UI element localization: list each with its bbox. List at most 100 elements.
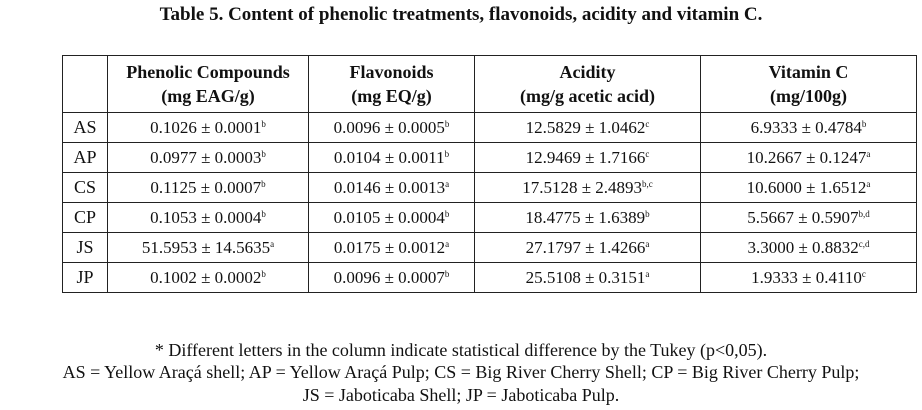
cell-value: 10.2667 ± 0.1247 <box>746 147 867 167</box>
table-cell: 0.1026 ± 0.0001b <box>107 112 309 143</box>
table-cell: 10.6000 ± 1.6512a <box>700 172 917 203</box>
significance-letter: a <box>866 148 871 159</box>
table-cell: 12.9469 ± 1.7166c <box>474 142 701 173</box>
table-row: CS 0.1125 ± 0.0007b 0.0146 ± 0.0013a 17.… <box>62 172 917 203</box>
cell-value: 18.4775 ± 1.6389 <box>525 207 646 227</box>
footnote-significance: * Different letters in the column indica… <box>154 340 768 360</box>
results-table: Phenolic Compounds (mg EAG/g) Flavonoids… <box>62 55 917 293</box>
column-header-acidity: Acidity (mg/g acetic acid) <box>474 55 701 113</box>
table-row: CP 0.1053 ± 0.0004b 0.0105 ± 0.0004b 18.… <box>62 202 917 233</box>
cell-value: 0.1002 ± 0.0002 <box>150 267 262 287</box>
cell-value: 1.9333 ± 0.4110 <box>751 267 862 287</box>
cell-value: 51.5953 ± 14.5635 <box>141 237 271 257</box>
header-line: Flavonoids <box>349 62 434 82</box>
cell-value: 0.0104 ± 0.0011 <box>333 147 445 167</box>
header-unit: (mg/g acetic acid) <box>520 86 655 106</box>
cell-value: 0.1053 ± 0.0004 <box>150 207 262 227</box>
significance-letter: a <box>445 178 450 189</box>
column-header-flavonoids: Flavonoids (mg EQ/g) <box>308 55 475 113</box>
table-cell: 3.3000 ± 0.8832c,d <box>700 232 917 263</box>
table-cell: 5.5667 ± 0.5907b,d <box>700 202 917 233</box>
table-cell: 0.1125 ± 0.0007b <box>107 172 309 203</box>
significance-letter: b <box>444 118 450 129</box>
header-unit: (mg EQ/g) <box>351 86 432 106</box>
significance-letter: a <box>645 238 650 249</box>
row-label: CS <box>62 172 108 203</box>
significance-letter: b <box>261 208 266 219</box>
header-unit: (mg EAG/g) <box>161 86 255 106</box>
significance-letter: c <box>645 118 650 129</box>
significance-letter: b <box>645 208 650 219</box>
cell-value: 3.3000 ± 0.8832 <box>747 237 859 257</box>
cell-value: 6.9333 ± 0.4784 <box>750 117 862 137</box>
table-cell: 18.4775 ± 1.6389b <box>474 202 701 233</box>
cell-value: 10.6000 ± 1.6512 <box>746 177 867 197</box>
header-unit: (mg/100g) <box>770 86 847 106</box>
table-row: AP 0.0977 ± 0.0003b 0.0104 ± 0.0011b 12.… <box>62 142 917 173</box>
significance-letter: b <box>261 118 266 129</box>
table-cell: 6.9333 ± 0.4784b <box>700 112 917 143</box>
column-header-vitamin-c: Vitamin C (mg/100g) <box>700 55 917 113</box>
cell-value: 17.5128 ± 2.4893 <box>522 177 643 197</box>
cell-value: 0.0146 ± 0.0013 <box>333 177 446 197</box>
row-label: JP <box>62 262 108 293</box>
table-cell: 0.0096 ± 0.0007b <box>308 262 475 293</box>
table-cell: 0.0105 ± 0.0004b <box>308 202 475 233</box>
table-cell: 0.1053 ± 0.0004b <box>107 202 309 233</box>
row-label: CP <box>62 202 108 233</box>
significance-letter: a <box>270 238 275 249</box>
cell-value: 0.0175 ± 0.0012 <box>333 237 446 257</box>
header-row: Phenolic Compounds (mg EAG/g) Flavonoids… <box>62 55 917 113</box>
header-line: Acidity <box>559 62 616 82</box>
significance-letter: b <box>261 178 266 189</box>
table-row: JP 0.1002 ± 0.0002b 0.0096 ± 0.0007b 25.… <box>62 262 917 293</box>
significance-letter: b <box>444 268 450 279</box>
row-label: AP <box>62 142 108 173</box>
table-cell: 25.5108 ± 0.3151a <box>474 262 701 293</box>
column-header-phenolic: Phenolic Compounds (mg EAG/g) <box>107 55 309 113</box>
table-cell: 27.1797 ± 1.4266a <box>474 232 701 263</box>
significance-letter: c,d <box>858 238 870 249</box>
significance-letter: b,c <box>642 178 653 189</box>
cell-value: 0.0096 ± 0.0007 <box>333 267 445 287</box>
table-cell: 0.0104 ± 0.0011b <box>308 142 475 173</box>
cell-value: 12.5829 ± 1.0462 <box>525 117 646 137</box>
corner-cell <box>62 55 108 113</box>
table-row: JS 51.5953 ± 14.5635a 0.0175 ± 0.0012a 2… <box>62 232 917 263</box>
table-cell: 10.2667 ± 0.1247a <box>700 142 917 173</box>
row-label: JS <box>62 232 108 263</box>
table-cell: 0.0096 ± 0.0005b <box>308 112 475 143</box>
footnote-abbreviations-cont: JS = Jaboticaba Shell; JP = Jaboticaba P… <box>302 385 620 405</box>
table-title: Table 5. Content of phenolic treatments,… <box>159 4 763 25</box>
table-row: AS 0.1026 ± 0.0001b 0.0096 ± 0.0005b 12.… <box>62 112 917 143</box>
header-line: Vitamin C <box>768 62 849 82</box>
header-line: Phenolic Compounds <box>126 62 290 82</box>
cell-value: 0.0105 ± 0.0004 <box>333 207 445 227</box>
footnote-abbreviations: AS = Yellow Araçá shell; AP = Yellow Ara… <box>62 362 860 382</box>
significance-letter: b <box>444 208 450 219</box>
table-cell: 51.5953 ± 14.5635a <box>107 232 309 263</box>
significance-letter: a <box>445 238 450 249</box>
significance-letter: c <box>861 268 866 279</box>
cell-value: 0.1026 ± 0.0001 <box>150 117 262 137</box>
significance-letter: a <box>866 178 871 189</box>
cell-value: 25.5108 ± 0.3151 <box>525 267 646 287</box>
table-cell: 17.5128 ± 2.4893b,c <box>474 172 701 203</box>
significance-letter: a <box>645 268 650 279</box>
significance-letter: b <box>261 268 266 279</box>
row-label: AS <box>62 112 108 143</box>
table-cell: 0.1002 ± 0.0002b <box>107 262 309 293</box>
table-cell: 0.0175 ± 0.0012a <box>308 232 475 263</box>
table-cell: 0.0977 ± 0.0003b <box>107 142 309 173</box>
significance-letter: b,d <box>858 208 870 219</box>
cell-value: 0.0977 ± 0.0003 <box>150 147 262 167</box>
significance-letter: b <box>444 148 450 159</box>
cell-value: 5.5667 ± 0.5907 <box>747 207 859 227</box>
cell-value: 0.0096 ± 0.0005 <box>333 117 445 137</box>
significance-letter: b <box>261 148 266 159</box>
significance-letter: b <box>861 118 867 129</box>
significance-letter: c <box>645 148 650 159</box>
table-cell: 0.0146 ± 0.0013a <box>308 172 475 203</box>
table-cell: 1.9333 ± 0.4110c <box>700 262 917 293</box>
table-cell: 12.5829 ± 1.0462c <box>474 112 701 143</box>
